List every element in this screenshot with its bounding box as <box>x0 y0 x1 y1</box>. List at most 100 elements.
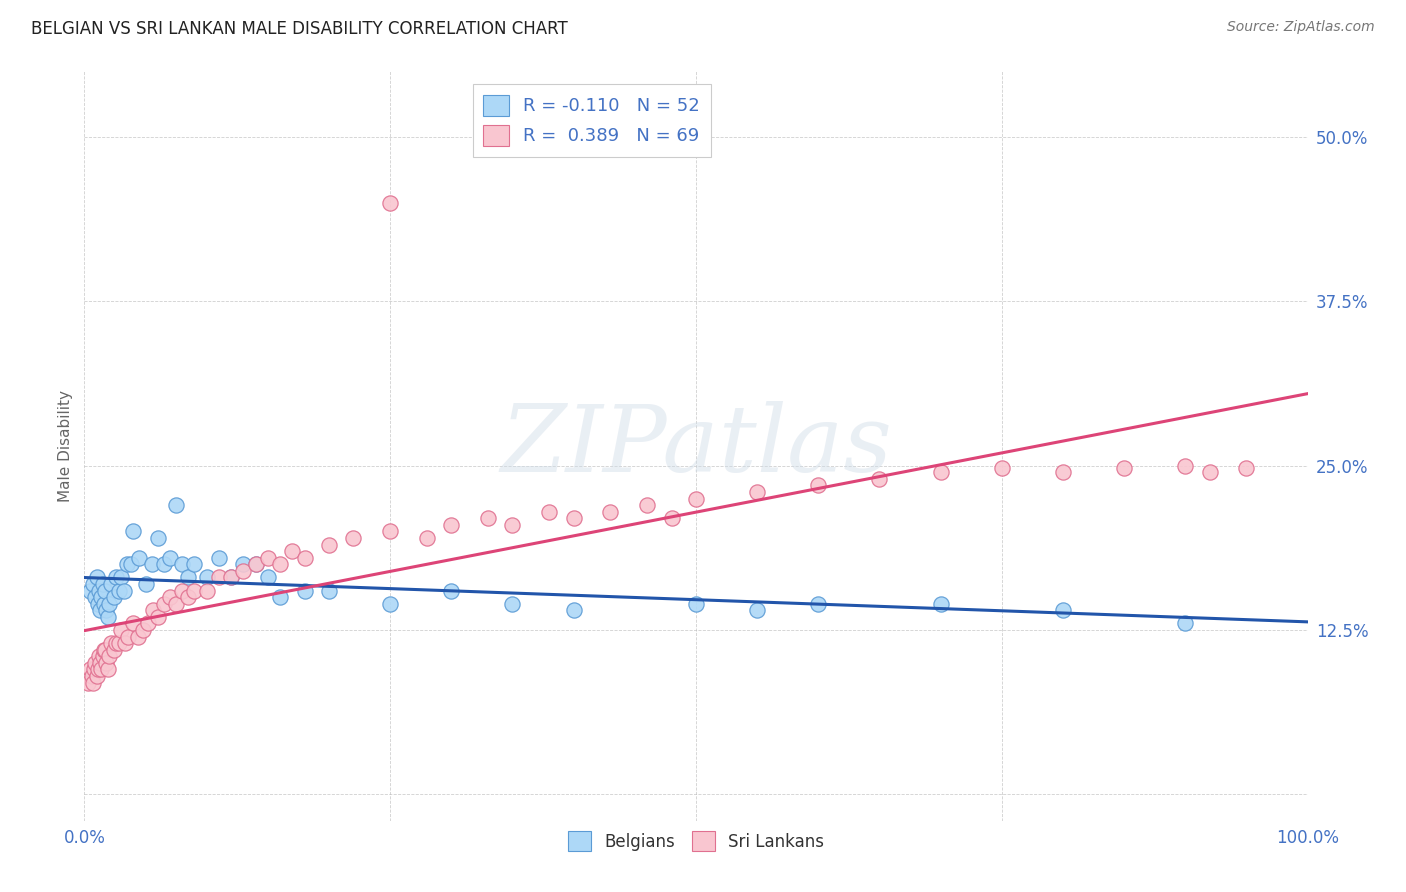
Point <box>294 550 316 565</box>
Point <box>342 531 364 545</box>
Point <box>97 663 120 677</box>
Point <box>685 597 707 611</box>
Point <box>245 558 267 572</box>
Point <box>115 558 138 572</box>
Point <box>132 623 155 637</box>
Point <box>87 583 110 598</box>
Point <box>747 485 769 500</box>
Point <box>77 675 100 690</box>
Point <box>89 603 111 617</box>
Point <box>477 511 499 525</box>
Point <box>122 524 145 539</box>
Point <box>208 570 231 584</box>
Point <box>79 663 101 677</box>
Point <box>232 558 254 572</box>
Point <box>159 590 181 604</box>
Point <box>172 583 194 598</box>
Point <box>538 505 561 519</box>
Point <box>257 570 280 584</box>
Point <box>177 570 200 584</box>
Point <box>380 524 402 539</box>
Point <box>114 636 136 650</box>
Point <box>84 590 107 604</box>
Text: BELGIAN VS SRI LANKAN MALE DISABILITY CORRELATION CHART: BELGIAN VS SRI LANKAN MALE DISABILITY CO… <box>31 20 568 37</box>
Point <box>105 636 128 650</box>
Point <box>1052 465 1074 479</box>
Point <box>87 649 110 664</box>
Point <box>94 583 117 598</box>
Point <box>82 675 104 690</box>
Point <box>380 195 402 210</box>
Point <box>90 590 112 604</box>
Point <box>929 465 952 479</box>
Point <box>929 597 952 611</box>
Point <box>159 550 181 565</box>
Point <box>1174 458 1197 473</box>
Point <box>122 616 145 631</box>
Point <box>318 538 340 552</box>
Point <box>97 649 120 664</box>
Point <box>318 583 340 598</box>
Point <box>87 597 110 611</box>
Point <box>807 478 830 492</box>
Point <box>416 531 439 545</box>
Point <box>257 550 280 565</box>
Point <box>232 564 254 578</box>
Point <box>146 531 169 545</box>
Point <box>661 511 683 525</box>
Point <box>97 597 120 611</box>
Point <box>91 649 114 664</box>
Point <box>747 603 769 617</box>
Point <box>128 550 150 565</box>
Point <box>100 636 122 650</box>
Point <box>245 558 267 572</box>
Point <box>208 550 231 565</box>
Point <box>153 558 176 572</box>
Point <box>1052 603 1074 617</box>
Point <box>127 630 149 644</box>
Point <box>380 597 402 611</box>
Point <box>94 642 117 657</box>
Point <box>1198 465 1220 479</box>
Point <box>219 570 242 584</box>
Point <box>1174 616 1197 631</box>
Point <box>96 656 118 670</box>
Point <box>142 603 165 617</box>
Text: Source: ZipAtlas.com: Source: ZipAtlas.com <box>1227 20 1375 34</box>
Point <box>91 577 114 591</box>
Point <box>269 590 291 604</box>
Point <box>107 636 129 650</box>
Point <box>502 517 524 532</box>
Point <box>89 656 111 670</box>
Point <box>120 558 142 572</box>
Point <box>183 558 205 572</box>
Point <box>440 583 463 598</box>
Point <box>869 472 891 486</box>
Point <box>165 597 187 611</box>
Point <box>219 570 242 584</box>
Point <box>562 511 585 525</box>
Point <box>562 603 585 617</box>
Point <box>153 597 176 611</box>
Point <box>991 461 1014 475</box>
Point <box>195 570 218 584</box>
Point <box>79 583 101 598</box>
Y-axis label: Male Disability: Male Disability <box>58 390 73 502</box>
Point <box>110 570 132 584</box>
Point <box>107 583 129 598</box>
Point <box>440 517 463 532</box>
Point <box>87 663 110 677</box>
Point <box>82 577 104 591</box>
Point <box>97 610 120 624</box>
Point <box>294 583 316 598</box>
Point <box>117 630 139 644</box>
Point <box>93 597 115 611</box>
Point <box>86 570 108 584</box>
Legend: Belgians, Sri Lankans: Belgians, Sri Lankans <box>561 825 831 857</box>
Point <box>599 505 621 519</box>
Point <box>90 663 112 677</box>
Point <box>112 583 135 598</box>
Point <box>685 491 707 506</box>
Point <box>502 597 524 611</box>
Point <box>136 616 159 631</box>
